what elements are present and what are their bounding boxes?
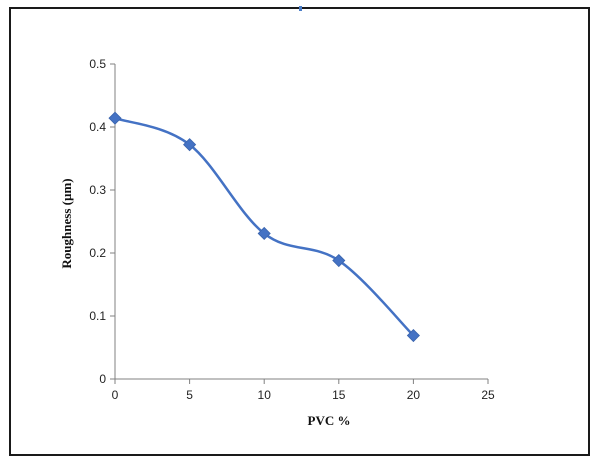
data-point-marker [108, 111, 122, 125]
data-point-marker [332, 253, 346, 268]
x-tick-label: 25 [481, 388, 495, 402]
x-tick-label: 10 [258, 388, 272, 402]
y-tick-label: 0.1 [89, 309, 106, 323]
x-axis-label: PVC % [308, 413, 351, 428]
y-axis-label: Roughness (µm) [59, 178, 74, 268]
y-tick-label: 0.5 [89, 57, 106, 71]
chart-plot: 0 0.1 0.2 0.3 0.4 0.5 0 5 10 15 20 25 PVC % Roughne… [59, 57, 495, 428]
y-tick-label: 0.4 [89, 120, 106, 134]
axes [110, 63, 489, 384]
data-point-marker [406, 328, 420, 343]
series-line [114, 116, 415, 337]
series-layer [108, 111, 420, 343]
tick-labels: 0 0.1 0.2 0.3 0.4 0.5 0 5 10 15 20 25 [89, 57, 495, 402]
y-tick-label: 0 [99, 372, 106, 386]
x-tick-label: 0 [112, 388, 119, 402]
x-tick-label: 15 [332, 388, 346, 402]
y-tick-label: 0.3 [89, 183, 106, 197]
y-tick-label: 0.2 [89, 246, 106, 260]
data-point-marker [257, 226, 271, 241]
x-tick-label: 20 [407, 388, 421, 402]
data-point-marker [183, 138, 197, 152]
top-edge-marker [299, 6, 302, 11]
chart-frame: 0 0.1 0.2 0.3 0.4 0.5 0 5 10 15 20 25 PVC % Roughne… [9, 7, 590, 456]
x-tick-label: 5 [186, 388, 193, 402]
